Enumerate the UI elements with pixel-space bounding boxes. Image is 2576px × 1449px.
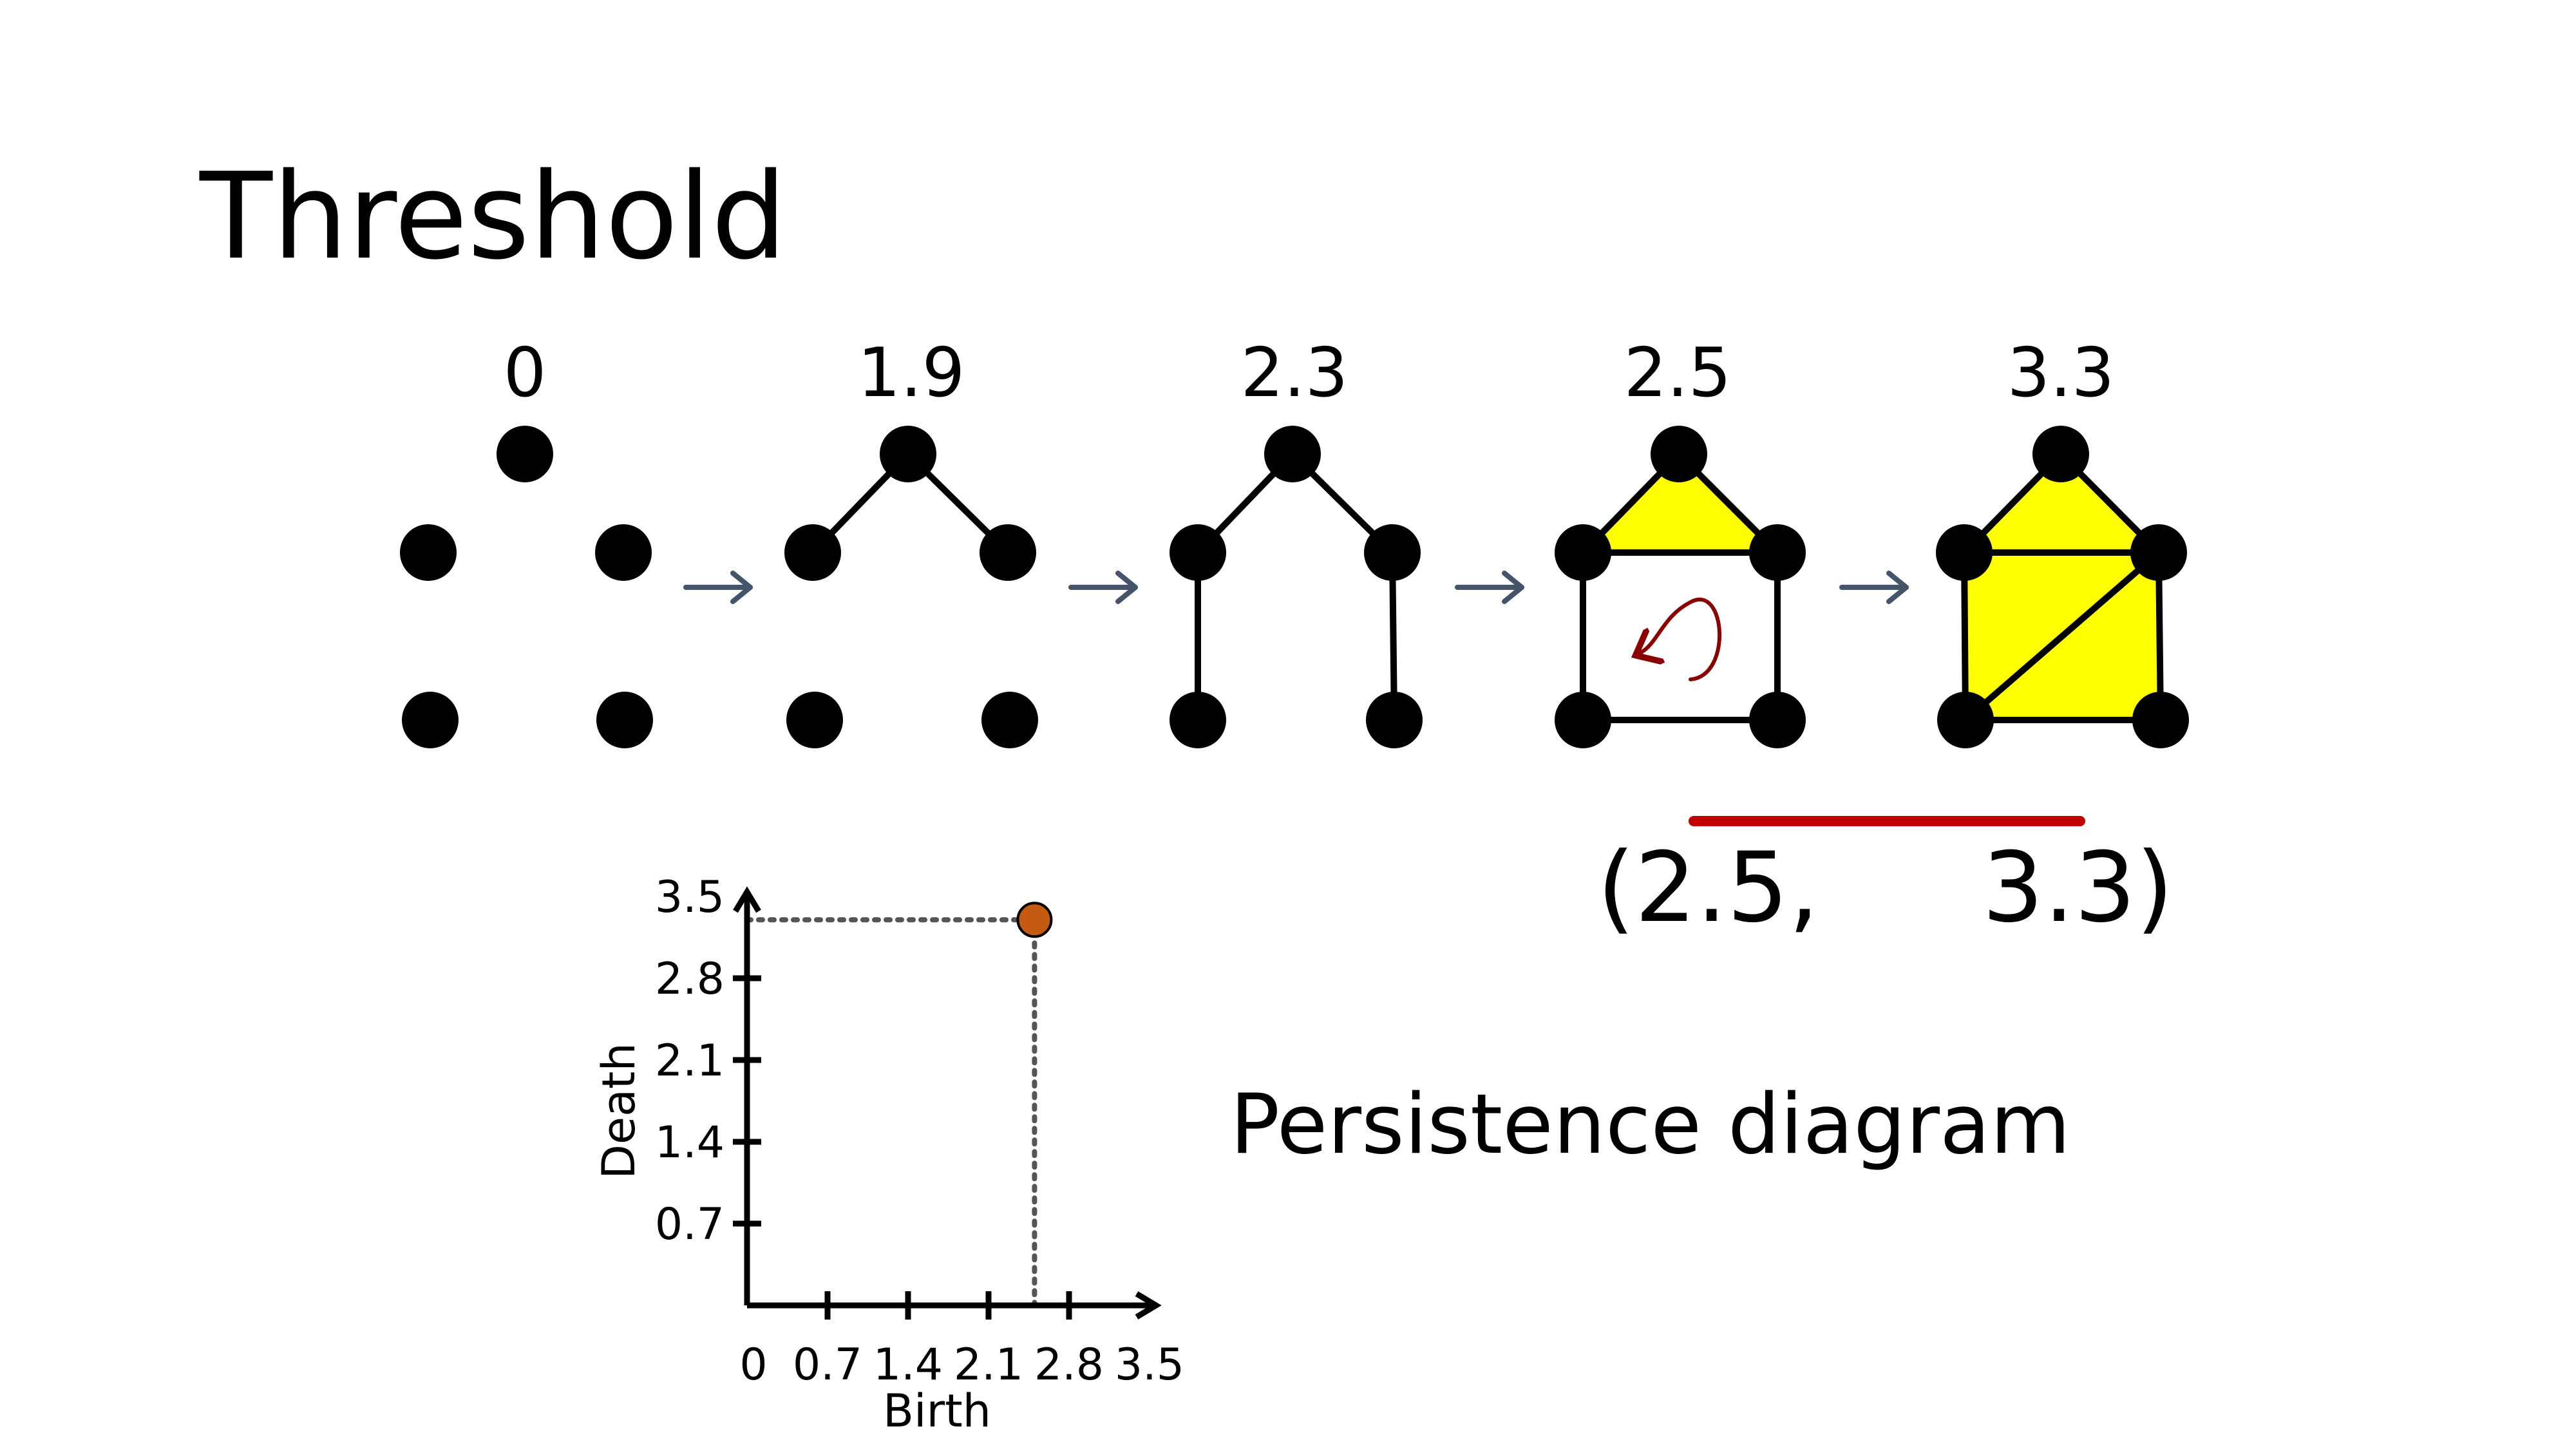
complex-stage-1 bbox=[784, 426, 1038, 748]
vertex bbox=[981, 692, 1038, 748]
loop-arrow-icon bbox=[1639, 598, 1722, 681]
vertex bbox=[2132, 692, 2189, 748]
y-axis-arrow-icon bbox=[733, 886, 761, 913]
complex-stage-3 bbox=[1555, 426, 1806, 748]
complex-stage-0 bbox=[400, 426, 653, 748]
vertex bbox=[1936, 524, 1993, 581]
vertex bbox=[1364, 524, 1421, 581]
x-tick-label: 2.1 bbox=[954, 1340, 1023, 1390]
y-tick-label: 3.5 bbox=[655, 872, 724, 923]
triangle-face bbox=[1583, 454, 1777, 553]
vertex bbox=[880, 426, 936, 482]
x-axis-label: Birth bbox=[883, 1385, 991, 1437]
vertex bbox=[1555, 524, 1611, 581]
persistence-point bbox=[1016, 902, 1053, 938]
vertex bbox=[784, 524, 841, 581]
vertex bbox=[786, 692, 843, 748]
vertex bbox=[400, 524, 457, 581]
step-arrow-icon bbox=[683, 571, 753, 604]
vertex bbox=[2130, 524, 2187, 581]
vertex bbox=[1937, 692, 1994, 748]
vertex bbox=[2032, 426, 2089, 482]
y-tick-label: 2.8 bbox=[655, 954, 724, 1005]
pair-open-label: (2.5, bbox=[1597, 832, 1819, 944]
x-tick-label: 0.7 bbox=[793, 1340, 862, 1390]
vertex bbox=[1264, 426, 1321, 482]
vertex bbox=[1555, 692, 1611, 748]
vertex bbox=[1170, 692, 1226, 748]
threshold-labels: 0 1.9 2.3 2.5 3.3 bbox=[504, 334, 2115, 412]
vertex bbox=[1651, 426, 1707, 482]
pair-close-label: 3.3) bbox=[1982, 832, 2174, 944]
x-tick-label: 3.5 bbox=[1115, 1340, 1184, 1390]
page-title: Threshold bbox=[199, 147, 787, 286]
x-tick-label: 0 bbox=[739, 1340, 767, 1390]
y-tick-label: 1.4 bbox=[655, 1117, 724, 1168]
y-tick-label: 0.7 bbox=[655, 1199, 724, 1250]
triangle-face bbox=[1964, 454, 2159, 553]
x-tick-label: 1.4 bbox=[873, 1340, 943, 1390]
persistence-diagram: 0 0.7 1.4 2.1 2.8 3.50.71.42.12.83.5 Birth De… bbox=[592, 872, 1184, 1437]
y-axis-label: Death bbox=[592, 1043, 645, 1179]
step-arrow-icon bbox=[1455, 571, 1524, 604]
x-tick-label: 2.8 bbox=[1034, 1340, 1104, 1390]
y-tick-label: 2.1 bbox=[655, 1036, 724, 1086]
threshold-label-4: 3.3 bbox=[2007, 334, 2115, 412]
threshold-label-1: 1.9 bbox=[858, 334, 965, 412]
threshold-label-2: 2.3 bbox=[1241, 334, 1349, 412]
vertex bbox=[1170, 524, 1226, 581]
step-arrow-icon bbox=[1839, 571, 1909, 604]
vertex bbox=[980, 524, 1036, 581]
complex-stage-2 bbox=[1170, 426, 1423, 748]
vertex bbox=[402, 692, 459, 748]
step-arrow-icon bbox=[1068, 571, 1138, 604]
complex-stage-4 bbox=[1936, 426, 2189, 748]
x-axis-arrow-icon bbox=[1135, 1291, 1162, 1320]
vertex bbox=[596, 692, 653, 748]
threshold-label-3: 2.5 bbox=[1624, 334, 1732, 412]
vertex bbox=[595, 524, 652, 581]
vertex bbox=[1749, 692, 1806, 748]
persistence-diagram-caption: Persistence diagram bbox=[1230, 1077, 2070, 1173]
threshold-label-0: 0 bbox=[504, 334, 547, 412]
vertex bbox=[1749, 524, 1806, 581]
vertex bbox=[497, 426, 553, 482]
vertex bbox=[1366, 692, 1423, 748]
